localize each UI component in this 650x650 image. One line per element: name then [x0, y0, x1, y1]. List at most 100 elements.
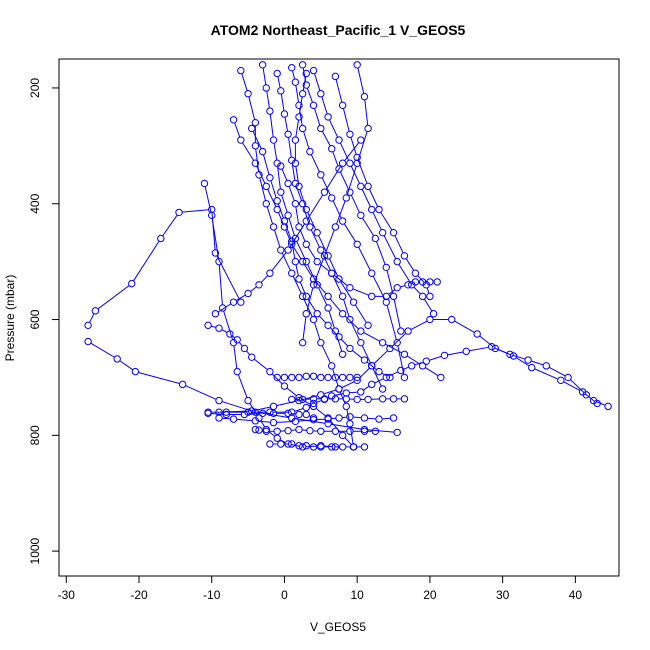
data-point — [418, 362, 427, 370]
data-point — [557, 376, 565, 385]
series-segment — [339, 171, 349, 190]
data-point — [335, 414, 343, 422]
data-point — [397, 327, 405, 335]
data-point — [266, 408, 274, 416]
data-point — [328, 194, 336, 202]
data-point — [313, 310, 321, 318]
data-point — [353, 153, 361, 162]
data-point — [269, 223, 278, 231]
data-point — [288, 440, 296, 448]
data-point — [346, 427, 354, 435]
data-point — [215, 408, 223, 416]
series-segment — [185, 385, 217, 400]
data-point — [360, 443, 369, 451]
series-segment — [388, 371, 399, 377]
data-point — [288, 269, 296, 277]
data-point — [400, 395, 409, 403]
data-point — [357, 211, 365, 220]
data-point — [84, 337, 92, 346]
data-point — [291, 417, 300, 426]
data-point — [298, 124, 307, 133]
profile-series — [237, 66, 358, 451]
data-point — [418, 292, 427, 301]
data-point — [400, 373, 409, 382]
series-segment — [336, 200, 346, 225]
data-point — [338, 292, 347, 301]
data-point — [262, 427, 270, 435]
y-axis: 200 400 600 800 1000 — [28, 78, 59, 564]
data-point — [342, 402, 350, 411]
data-point — [368, 269, 376, 277]
data-point — [360, 356, 369, 364]
series-segment — [314, 73, 321, 91]
series-segment — [307, 194, 324, 219]
data-point — [306, 223, 314, 231]
data-point — [302, 217, 310, 225]
plot-area — [84, 61, 612, 451]
series-segment — [331, 423, 362, 430]
series-segment — [216, 255, 240, 300]
data-point — [91, 307, 100, 315]
series-segment — [133, 240, 160, 282]
series-segment — [398, 264, 411, 283]
series-segment — [307, 246, 316, 260]
data-point — [204, 321, 212, 330]
y-tick-label: 1000 — [28, 537, 42, 564]
profile-series — [200, 179, 340, 451]
series-segment — [298, 419, 311, 422]
series-segment — [281, 195, 288, 213]
data-point — [251, 159, 260, 167]
data-point — [291, 159, 300, 167]
profile-series — [215, 413, 398, 427]
series-segment — [344, 315, 359, 330]
data-point — [317, 443, 325, 451]
data-point — [324, 373, 332, 382]
series-segment — [363, 385, 370, 391]
data-point — [269, 136, 278, 144]
series-segment — [386, 270, 394, 294]
data-point — [269, 418, 278, 427]
series-segment — [299, 96, 303, 114]
series-segment — [302, 76, 307, 91]
data-point — [200, 179, 209, 188]
series-segment — [403, 366, 409, 370]
series-segment — [302, 316, 307, 340]
data-point — [338, 350, 347, 358]
data-point — [604, 402, 612, 411]
profile-series — [309, 66, 438, 318]
data-point — [357, 388, 365, 396]
data-point — [302, 240, 310, 248]
data-point — [357, 182, 365, 191]
series-segment — [429, 355, 442, 361]
series-segment — [241, 73, 248, 91]
data-point — [440, 351, 449, 360]
chart-title: ATOM2 Northeast_Pacific_1 V_GEOS5 — [211, 22, 466, 38]
series-segment — [299, 281, 306, 294]
series-segment — [221, 401, 253, 412]
series-segment — [373, 350, 388, 364]
data-point — [302, 442, 310, 450]
data-point — [175, 208, 183, 217]
y-tick-label: 800 — [28, 425, 42, 445]
data-point — [309, 281, 318, 289]
data-point — [309, 399, 318, 408]
data-point — [422, 357, 430, 365]
data-point — [215, 257, 223, 266]
series-segment — [310, 229, 320, 248]
data-point — [295, 393, 303, 402]
data-point — [288, 63, 296, 72]
profile-series — [298, 61, 372, 347]
data-point — [113, 355, 121, 363]
series-segment — [236, 418, 253, 422]
data-point — [328, 443, 336, 451]
series-segment — [406, 355, 421, 365]
data-point — [309, 66, 318, 75]
data-point — [266, 269, 274, 277]
data-point — [284, 130, 292, 138]
data-point — [298, 61, 307, 69]
series-segment — [318, 235, 328, 254]
data-point — [240, 344, 249, 353]
series-segment — [319, 263, 330, 272]
series-segment — [349, 391, 358, 394]
series-segment — [242, 142, 255, 161]
